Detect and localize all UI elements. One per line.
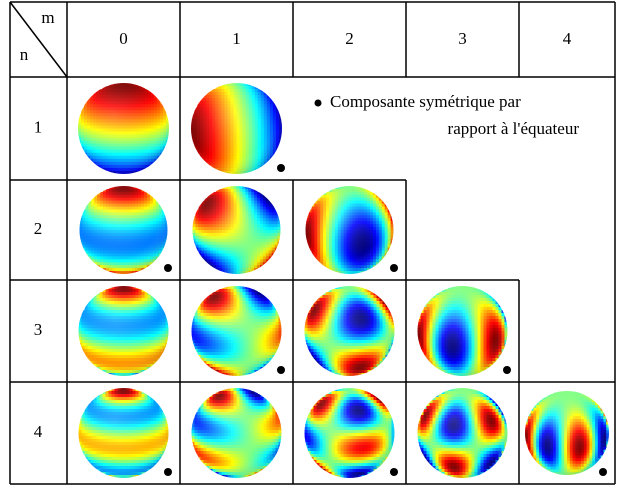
sphere-shading (78, 286, 169, 376)
sphere-shading (191, 83, 282, 174)
sphere-shading (192, 186, 281, 274)
sphere (79, 186, 168, 274)
sphere-shading (78, 83, 169, 174)
sphere-shading (79, 186, 168, 274)
sphere (78, 286, 169, 376)
symmetry-dot (390, 264, 398, 272)
sphere (191, 83, 282, 174)
cells (78, 83, 609, 478)
sphere (78, 83, 169, 174)
symmetry-dot (277, 164, 285, 172)
sphere (305, 186, 394, 274)
sphere (191, 286, 282, 376)
sphere (192, 186, 281, 274)
sphere-shading (305, 186, 394, 274)
symmetry-dot (164, 264, 172, 272)
